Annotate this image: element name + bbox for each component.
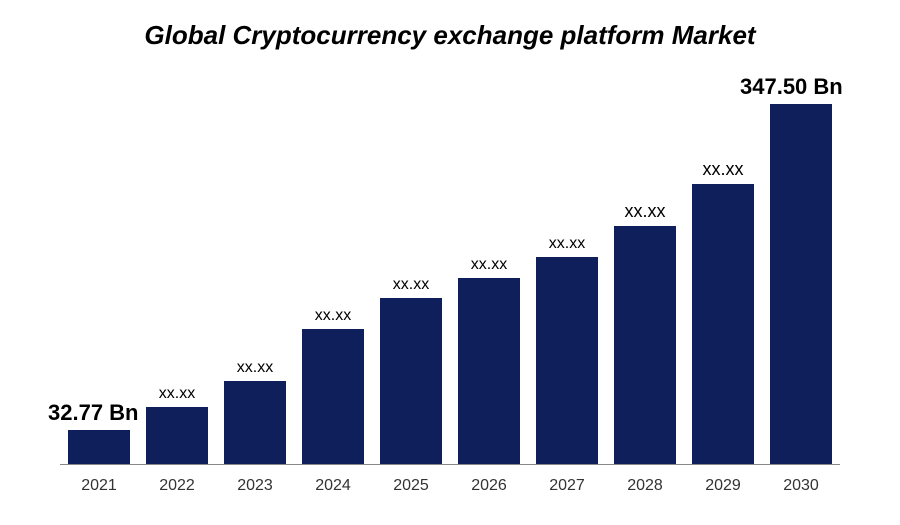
bar-value-label: xx.xx <box>237 359 273 377</box>
bar <box>692 184 754 464</box>
chart-wrap: 32.77 Bn 347.50 Bn xx.xxxx.xxxx.xxxx.xxx… <box>40 81 860 505</box>
bar-value-label: xx.xx <box>159 385 195 403</box>
bar <box>458 278 520 465</box>
x-axis-tick: 2028 <box>606 477 684 495</box>
bar-column: xx.xx <box>528 91 606 464</box>
bar-column: xx.xx <box>450 91 528 464</box>
x-axis-tick: 2021 <box>60 477 138 495</box>
bar-value-label: xx.xx <box>393 276 429 294</box>
bar-column <box>60 91 138 464</box>
x-axis-tick: 2023 <box>216 477 294 495</box>
x-axis-tick: 2027 <box>528 477 606 495</box>
plot-area: xx.xx xx.xx xx.xx xx.xx xx.xx xx.xx xx.xx xx.xx <box>60 91 840 465</box>
x-axis-tick: 2030 <box>762 477 840 495</box>
bar-column: xx.xx <box>294 91 372 464</box>
bar <box>68 430 130 464</box>
x-axis-tick: 2029 <box>684 477 762 495</box>
bar <box>224 381 286 464</box>
bar-column: xx.xx <box>216 91 294 464</box>
bar <box>146 407 208 464</box>
bar-column: xx.xx <box>372 91 450 464</box>
bar-column: xx.xx <box>606 91 684 464</box>
chart-title: Global Cryptocurrency exchange platform … <box>40 20 860 51</box>
x-axis: 2021202220232024202520262027202820292030 <box>60 477 840 495</box>
bar <box>614 226 676 464</box>
chart-container: Global Cryptocurrency exchange platform … <box>0 0 900 525</box>
bar-value-label: xx.xx <box>624 201 665 222</box>
bar-column: xx.xx <box>138 91 216 464</box>
bar-column: xx.xx <box>684 91 762 464</box>
bar-column <box>762 91 840 464</box>
bar <box>536 257 598 464</box>
bar-value-label: xx.xx <box>702 159 743 180</box>
bar-value-label: xx.xx <box>549 235 585 253</box>
bar <box>380 298 442 464</box>
x-axis-tick: 2025 <box>372 477 450 495</box>
x-axis-tick: 2026 <box>450 477 528 495</box>
bar <box>770 104 832 464</box>
bar-value-label: xx.xx <box>315 307 351 325</box>
bar <box>302 329 364 464</box>
bar-value-label: xx.xx <box>471 256 507 274</box>
x-axis-tick: 2022 <box>138 477 216 495</box>
x-axis-tick: 2024 <box>294 477 372 495</box>
